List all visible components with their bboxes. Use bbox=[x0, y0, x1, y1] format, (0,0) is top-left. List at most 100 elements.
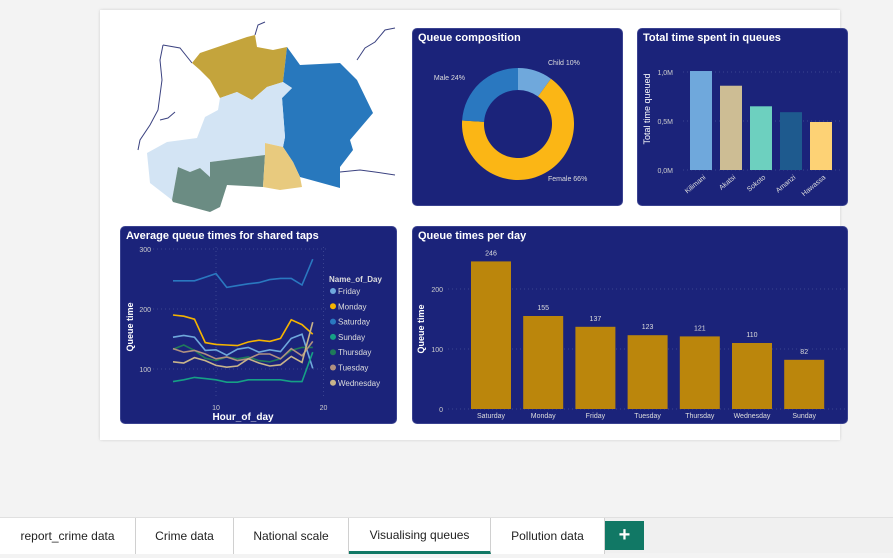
river bbox=[159, 111, 176, 121]
card-title: Average queue times for shared taps bbox=[126, 230, 319, 242]
tab-pollution-data[interactable]: Pollution data bbox=[491, 518, 605, 554]
map-region-central[interactable] bbox=[147, 82, 292, 200]
bar-sokoto bbox=[750, 106, 772, 170]
data-label: 246 bbox=[485, 250, 497, 257]
bar-thursday bbox=[679, 336, 720, 409]
map-region-north[interactable] bbox=[192, 35, 287, 100]
data-label: 137 bbox=[590, 316, 602, 323]
tab-crime-data[interactable]: Crime data bbox=[136, 518, 234, 554]
card-title: Queue times per day bbox=[418, 230, 527, 242]
x-tick-label: Friday bbox=[586, 413, 606, 420]
bar-akatsi bbox=[720, 85, 742, 170]
legend-label: Thursday bbox=[338, 348, 371, 357]
legend-title: Name_of_Day bbox=[329, 275, 382, 284]
y-tick-label: 0 bbox=[439, 407, 443, 414]
line-saturday bbox=[173, 258, 314, 289]
data-label: 110 bbox=[746, 332, 757, 339]
line-friday bbox=[172, 333, 314, 369]
tab-national-scale[interactable]: National scale bbox=[234, 518, 349, 554]
y-tick-label: 100 bbox=[139, 367, 151, 374]
slice-label: Male 24% bbox=[434, 75, 465, 82]
x-tick-label: Kilimani bbox=[684, 174, 708, 195]
legend-marker bbox=[330, 379, 336, 386]
y-tick-label: 200 bbox=[139, 307, 151, 314]
y-axis-label: Queue time bbox=[416, 304, 426, 353]
total-time-bar-chart: 0,0M 0,5M 1,0M Total time queued Kilimani Aka… bbox=[642, 70, 843, 198]
river bbox=[339, 169, 396, 176]
river bbox=[137, 44, 164, 151]
river bbox=[356, 27, 396, 61]
y-axis-label: Total time queued bbox=[642, 73, 652, 144]
data-label: 82 bbox=[800, 349, 808, 356]
avg-queue-line-chart: 100 200 300 10 20 Hour_of_day Queue time Friday… bbox=[125, 247, 382, 423]
line-wednesday bbox=[172, 321, 314, 369]
card-title: Queue composition bbox=[418, 32, 521, 44]
queue-per-day-bar-chart: 0 100 200 Queue time 246 Saturday 155 Monday 137… bbox=[416, 250, 845, 420]
tab-visualising-queues[interactable]: Visualising queues bbox=[349, 518, 491, 554]
y-tick-label: 0,5M bbox=[657, 119, 673, 126]
x-tick-label: Sunday bbox=[792, 413, 816, 420]
queue-composition-donut: Child 10% Female 66% Male 24% bbox=[434, 60, 587, 183]
bar-kilimani bbox=[690, 71, 712, 170]
bar-wednesday bbox=[732, 343, 772, 409]
donut-slice-male bbox=[462, 68, 518, 122]
total-time-card: Total time spent in queues 0,0M 0,5M 1,0M T… bbox=[637, 28, 848, 206]
add-page-button[interactable]: + bbox=[605, 521, 644, 550]
data-label: 121 bbox=[694, 325, 706, 332]
y-tick-label: 1,0M bbox=[657, 70, 673, 77]
map-region-east[interactable] bbox=[282, 47, 373, 188]
x-tick-label: Tuesday bbox=[634, 413, 661, 420]
legend-label: Wednesday bbox=[338, 379, 380, 388]
region-map[interactable] bbox=[100, 10, 405, 220]
donut-slice-female bbox=[462, 78, 574, 181]
map-region-southeast[interactable] bbox=[263, 143, 302, 190]
slice-label: Female 66% bbox=[548, 176, 587, 183]
slice-label: Child 10% bbox=[548, 60, 580, 67]
legend-label: Friday bbox=[338, 287, 360, 296]
x-tick-label: Wednesday bbox=[734, 413, 771, 420]
y-axis-label: Queue time bbox=[125, 302, 135, 351]
line-sunday bbox=[172, 351, 314, 383]
data-label: 155 bbox=[537, 305, 549, 312]
x-tick-label: Monday bbox=[531, 413, 556, 420]
x-tick-label: Akatsi bbox=[718, 174, 737, 192]
tab-report-crime-data[interactable]: report_crime data bbox=[0, 518, 136, 554]
legend-marker bbox=[330, 288, 336, 294]
avg-queue-times-card: Average queue times for shared taps 100 2… bbox=[120, 226, 397, 424]
x-tick-label: Hawassa bbox=[801, 174, 828, 198]
legend-label: Tuesday bbox=[338, 364, 368, 373]
queue-composition-card: Queue composition Child 10% Female 66% Mal… bbox=[412, 28, 623, 206]
legend-marker bbox=[330, 349, 336, 356]
legend-label: Monday bbox=[338, 302, 366, 311]
y-tick-label: 0,0M bbox=[657, 168, 673, 175]
bar-saturday bbox=[471, 261, 511, 409]
legend-label: Saturday bbox=[338, 318, 370, 327]
y-tick-label: 100 bbox=[431, 347, 443, 354]
bar-friday bbox=[575, 326, 616, 409]
legend-marker bbox=[330, 364, 336, 371]
bar-amanzi bbox=[780, 112, 802, 170]
data-label: 123 bbox=[642, 324, 654, 331]
legend-marker bbox=[330, 318, 336, 325]
queue-per-day-card: Queue times per day 0 100 200 Queue time 246… bbox=[412, 226, 848, 424]
x-axis-label: Hour_of_day bbox=[212, 412, 274, 423]
x-tick-label: Thursday bbox=[685, 413, 715, 420]
map-region-south[interactable] bbox=[172, 155, 265, 212]
line-tuesday bbox=[172, 340, 314, 362]
river bbox=[254, 21, 266, 36]
legend-marker bbox=[330, 303, 336, 310]
donut-slice-child bbox=[518, 68, 551, 97]
bar-tuesday bbox=[627, 335, 668, 409]
legend-marker bbox=[330, 333, 336, 340]
y-tick-label: 300 bbox=[139, 247, 151, 254]
bar-sunday bbox=[784, 359, 825, 409]
legend-label: Sunday bbox=[338, 333, 365, 342]
x-tick-label: Saturday bbox=[477, 413, 506, 420]
page-tabs: report_crime data Crime data National sc… bbox=[0, 517, 893, 554]
x-tick-label: 10 bbox=[212, 405, 220, 412]
x-tick-label: Sokoto bbox=[746, 174, 767, 193]
card-title: Total time spent in queues bbox=[643, 32, 781, 44]
y-tick-label: 200 bbox=[431, 287, 443, 294]
x-tick-label: 20 bbox=[320, 405, 328, 412]
river bbox=[162, 44, 193, 64]
